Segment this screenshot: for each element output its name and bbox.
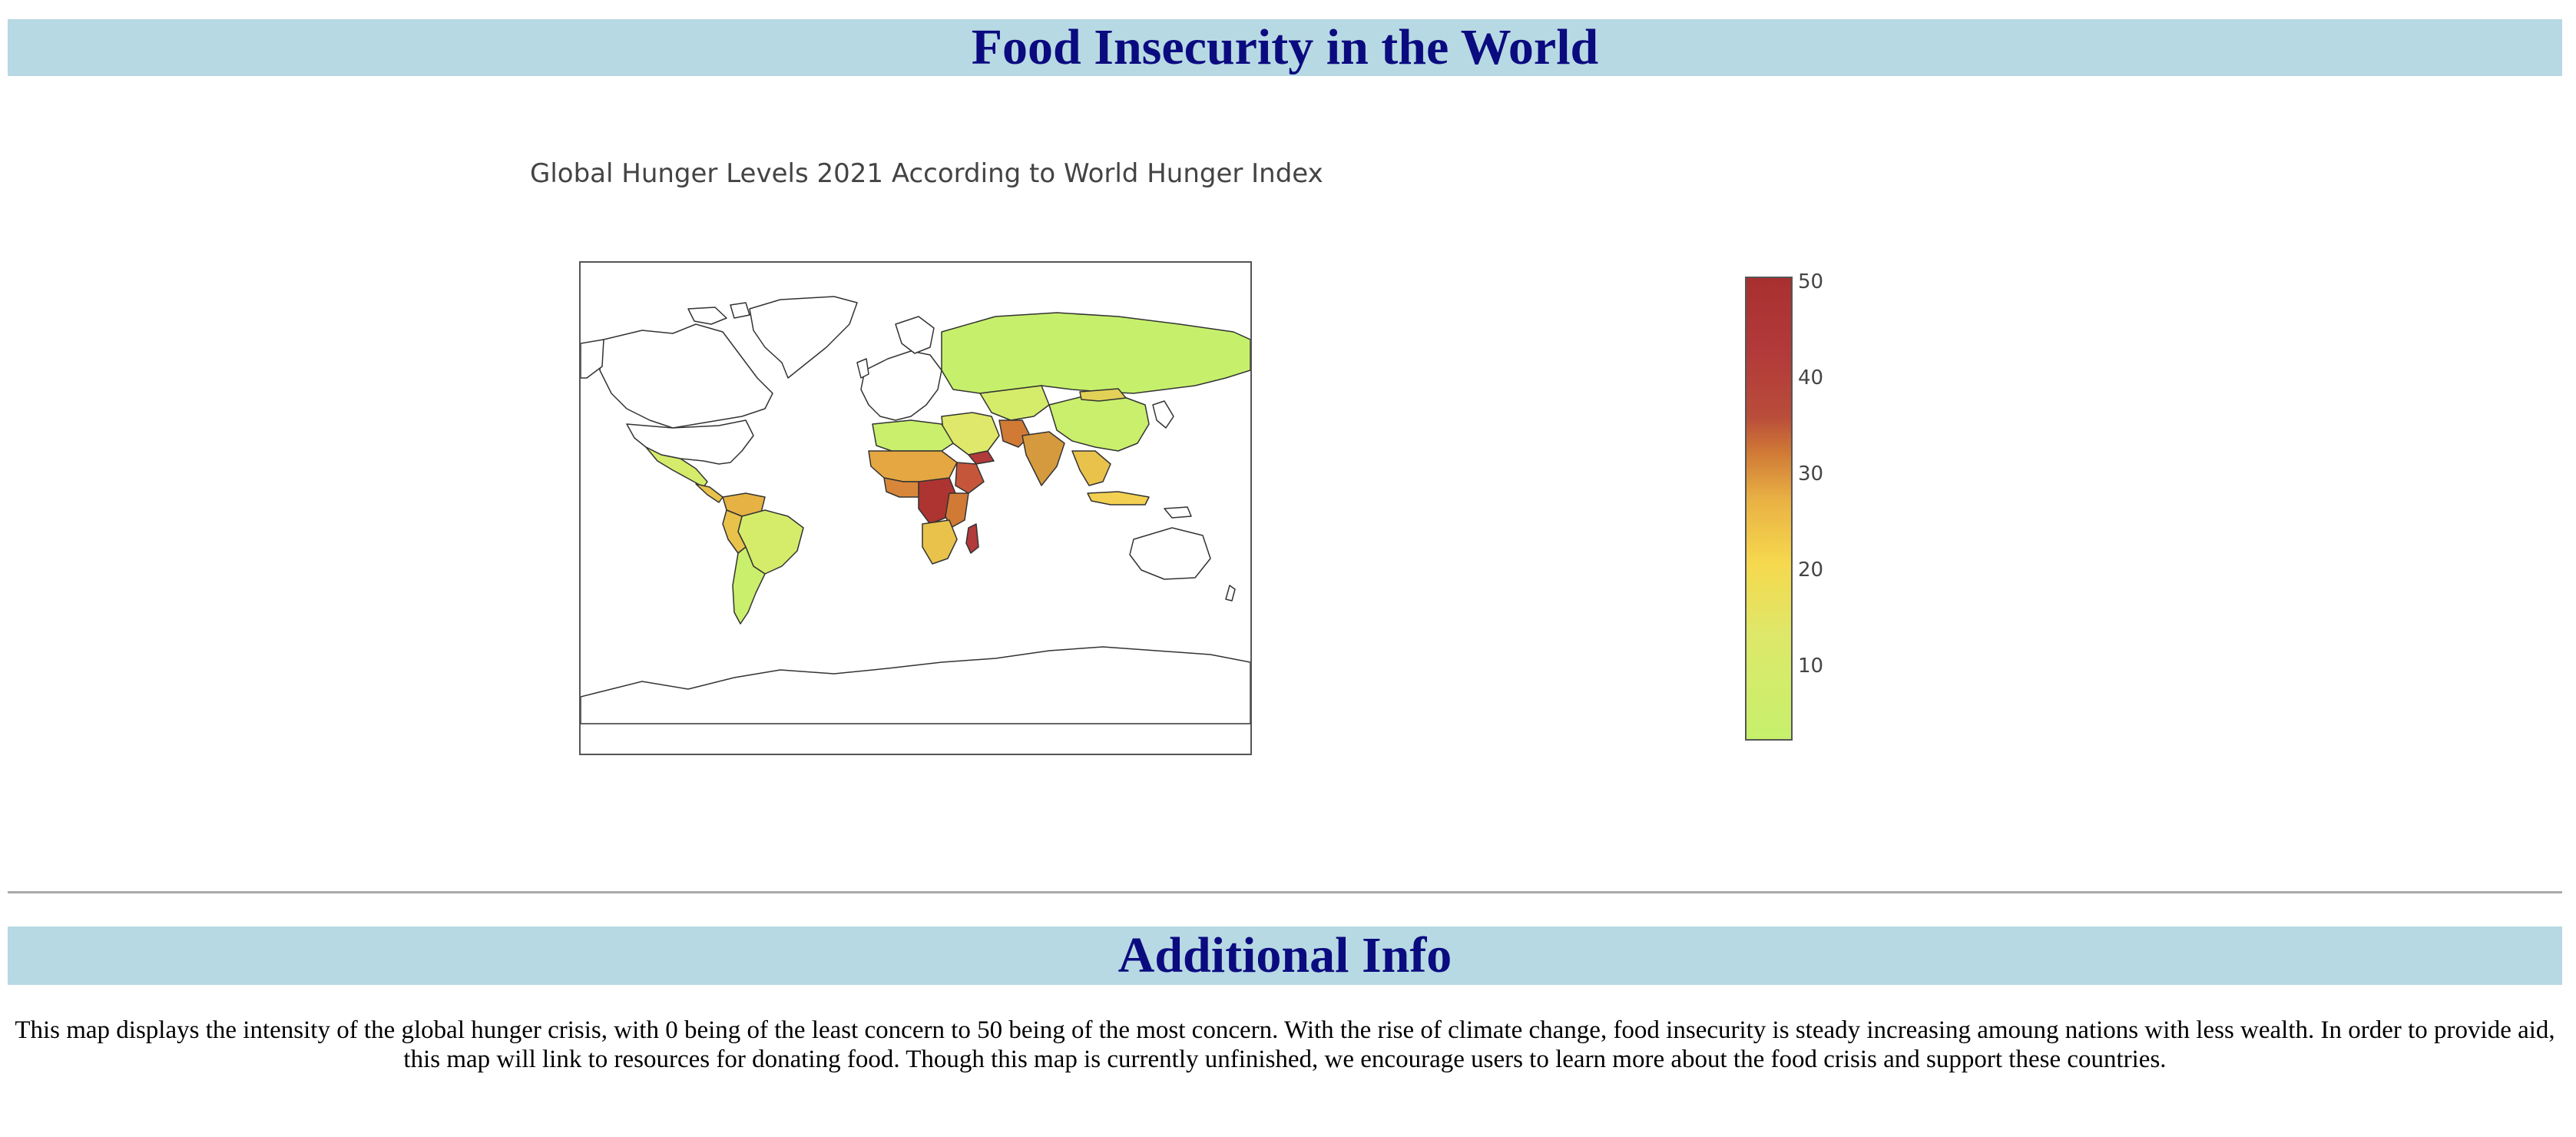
region-alaska[interactable] — [581, 339, 604, 379]
region-new-zealand[interactable] — [1225, 585, 1236, 602]
region-canada[interactable] — [599, 323, 773, 429]
region-papua[interactable] — [1164, 506, 1192, 519]
region-arctic-islands[interactable] — [687, 302, 750, 325]
world-choropleth-map[interactable] — [579, 261, 1252, 755]
region-uk[interactable] — [856, 358, 869, 379]
map-title: Global Hunger Levels 2021 According to W… — [530, 158, 1323, 189]
region-korea-japan[interactable] — [1152, 400, 1174, 429]
colorbar-tick-40: 40 — [1798, 366, 1824, 389]
region-antarctica[interactable] — [581, 646, 1250, 724]
region-mexico[interactable] — [645, 446, 708, 488]
region-sahel[interactable] — [868, 450, 958, 482]
region-usa[interactable] — [626, 419, 754, 465]
region-greenland[interactable] — [749, 296, 858, 379]
region-mongolia[interactable] — [1079, 388, 1127, 402]
region-indonesia[interactable] — [1087, 491, 1150, 506]
region-middle-east[interactable] — [941, 412, 1000, 456]
region-india[interactable] — [1021, 431, 1065, 486]
region-north-africa[interactable] — [872, 419, 954, 452]
region-west-africa-coast[interactable] — [883, 477, 919, 498]
info-paragraph: This map displays the intensity of the g… — [15, 1016, 2555, 1073]
region-central-asia[interactable] — [979, 385, 1050, 421]
region-australia[interactable] — [1129, 527, 1211, 580]
colorbar-tick-50: 50 — [1798, 270, 1824, 293]
region-east-africa[interactable] — [945, 492, 969, 529]
region-central-america[interactable] — [695, 483, 723, 503]
page-title: Food Insecurity in the World — [8, 19, 2562, 76]
region-europe[interactable] — [860, 350, 942, 421]
colorbar-tick-20: 20 — [1798, 559, 1824, 582]
colorbar-tick-30: 30 — [1798, 462, 1824, 486]
horizontal-divider — [8, 891, 2562, 893]
region-madagascar[interactable] — [965, 523, 979, 554]
region-horn-of-africa[interactable] — [955, 462, 985, 494]
region-argentina-chile[interactable] — [732, 546, 766, 625]
colorbar-tick-10: 10 — [1798, 655, 1824, 678]
region-southern-africa[interactable] — [922, 519, 958, 565]
region-southeast-asia[interactable] — [1071, 450, 1111, 486]
colorbar — [1745, 277, 1793, 741]
region-yemen[interactable] — [968, 450, 995, 465]
info-heading: Additional Info — [8, 927, 2562, 985]
region-russia[interactable] — [941, 312, 1250, 394]
map-svg[interactable] — [581, 263, 1250, 754]
region-scandinavia[interactable] — [895, 316, 935, 354]
